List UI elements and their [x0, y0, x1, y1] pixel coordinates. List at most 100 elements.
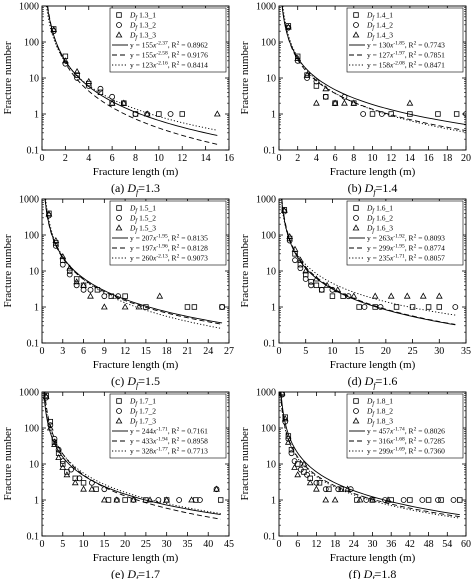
fit-r2: 0.8026: [424, 427, 445, 436]
y-tick-label: 1000: [19, 195, 39, 206]
x-tick-label: 25: [141, 539, 151, 550]
y-tick-label: 100: [24, 424, 39, 435]
fit-a: 457: [379, 427, 391, 436]
fit-y: y =: [130, 437, 142, 446]
marker-square: [457, 497, 463, 503]
fit-y: y =: [367, 41, 379, 50]
marker-circle: [341, 93, 348, 100]
fit-curve: [280, 392, 460, 516]
legend-sub: f: [135, 411, 138, 418]
legend-sub: f: [135, 228, 138, 235]
legend-name: 1.5_2: [139, 214, 156, 223]
marker-circle: [450, 497, 457, 503]
marker-circle: [74, 75, 80, 81]
x-tick-label: 12: [386, 153, 396, 164]
x-tick-label: 8: [133, 153, 138, 164]
fit-b: -1.94: [156, 437, 168, 443]
marker-triangle: [120, 99, 128, 106]
fit-curve: [45, 6, 218, 131]
x-tick-label: 18: [442, 153, 452, 164]
legend-name: 1.3_1: [139, 11, 156, 20]
marker-square: [122, 293, 128, 299]
fit-r: , R: [405, 244, 414, 253]
marker-circle: [219, 304, 225, 310]
fit-r: , R: [405, 254, 414, 263]
fit-b: -1.85: [393, 41, 405, 47]
fit-r: , R: [168, 41, 177, 50]
legend-name: 1.7_3: [139, 417, 156, 426]
legend-fit-label: y = 328x-1.77, R2 = 0.7713: [130, 447, 208, 456]
panel: 0.1 1 10 100 1000 0 3 6 9 12 15 18 21 24 27 Fracture le…: [2, 195, 234, 391]
marker-triangle: [51, 440, 58, 447]
marker-triangle: [369, 496, 376, 503]
fit-curve: [43, 392, 221, 516]
fit-r2: 0.7285: [424, 437, 445, 446]
fit-sq: 2: [414, 51, 417, 57]
marker-circle: [452, 304, 459, 310]
legend-label: Df 1.4_1: [366, 11, 393, 22]
marker-circle: [47, 422, 54, 429]
marker-square: [116, 12, 122, 18]
fit-x: x: [152, 51, 157, 60]
fit-eq: =: [179, 61, 187, 70]
fit-eq: =: [179, 51, 187, 60]
marker-triangle: [313, 485, 320, 492]
legend-sub: f: [372, 421, 375, 428]
fit-a: 155: [142, 51, 154, 60]
marker-circle: [116, 408, 122, 414]
caption-var: D: [363, 567, 373, 579]
marker-circle: [419, 497, 426, 503]
fit-a: 207: [142, 234, 154, 243]
marker-circle: [176, 497, 183, 503]
marker-circle: [97, 85, 104, 92]
legend-name: 1.8_3: [376, 417, 393, 426]
x-tick-label: 2: [295, 153, 300, 164]
y-tick-label: 10: [29, 74, 39, 85]
x-tick-label: 15: [354, 346, 364, 357]
legend-fit-label: y = 235x-1.71, R2 = 0.8057: [367, 254, 445, 263]
marker-square: [217, 497, 224, 503]
fit-b: -1.74: [393, 427, 405, 433]
fit-b: -1.68: [393, 437, 405, 443]
legend-label: Df 1.6_3: [366, 224, 393, 235]
caption: (c) Df=1.5: [111, 374, 160, 390]
fit-eq: =: [416, 437, 424, 446]
marker-square: [308, 279, 314, 285]
marker-triangle: [284, 23, 292, 30]
x-axis-label: Fracture length (m): [93, 552, 179, 564]
fit-a: 235: [379, 254, 391, 263]
marker-square: [435, 111, 441, 117]
fit-a: 433: [142, 437, 154, 446]
fit-x: x: [389, 61, 394, 70]
fit-a: 155: [142, 41, 154, 50]
fit-b: -2.16: [156, 61, 168, 67]
plot-frame: [278, 198, 467, 344]
marker-triangle: [322, 496, 330, 503]
fit-eq: =: [179, 254, 187, 263]
legend-fit-label: y = 127x-1.97, R2 = 0.7851: [367, 51, 445, 60]
legend-box: [346, 393, 464, 459]
legend-label: Df 1.7_2: [129, 407, 156, 418]
y-axis-label: Fracture number: [239, 427, 251, 500]
legend-name: 1.6_2: [376, 214, 393, 223]
marker-circle: [116, 215, 122, 221]
y-tick-label: 0.1: [27, 532, 40, 543]
marker-triangle: [306, 479, 314, 486]
marker-circle: [377, 304, 384, 310]
legend-name: 1.6_1: [376, 204, 393, 213]
marker-triangle: [313, 99, 320, 106]
marker-triangle: [45, 210, 53, 217]
fit-y: y =: [130, 447, 142, 456]
fit-sq: 2: [177, 41, 180, 47]
marker-circle: [361, 304, 368, 310]
x-tick-label: 4: [314, 153, 319, 164]
plot-area: [44, 199, 225, 330]
legend-label: Df 1.3_2: [129, 21, 156, 32]
marker-circle: [400, 497, 407, 503]
marker-triangle: [350, 99, 358, 106]
marker-circle: [292, 257, 298, 264]
x-tick-label: 9: [102, 346, 107, 357]
marker-circle: [155, 497, 162, 503]
fit-eq: =: [416, 427, 424, 436]
marker-square: [80, 480, 87, 486]
